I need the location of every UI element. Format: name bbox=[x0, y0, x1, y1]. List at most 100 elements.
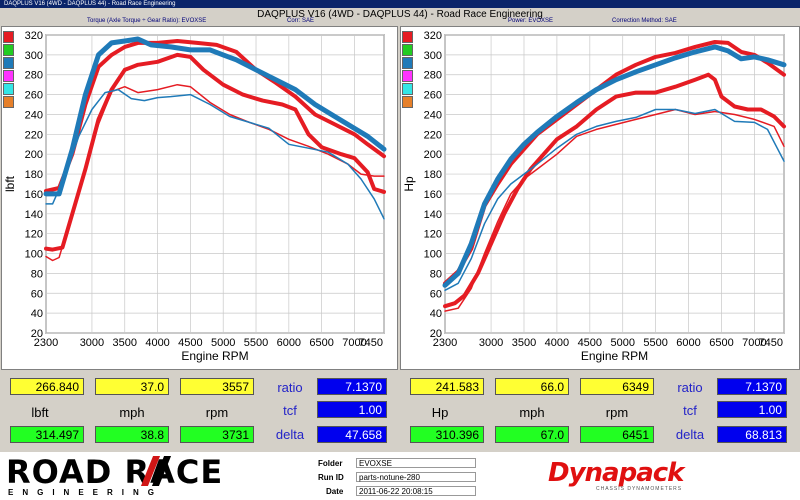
x-tick-label: 3500 bbox=[113, 337, 137, 349]
x-tick-label: 2300 bbox=[433, 337, 457, 349]
series-line-5 bbox=[45, 88, 385, 220]
x-tick-label: 5500 bbox=[244, 337, 268, 349]
ratio-label: ratio bbox=[677, 380, 703, 395]
x-tick-label: 4000 bbox=[545, 337, 569, 349]
plot-area bbox=[45, 34, 385, 334]
y-tick-label: 20 bbox=[430, 328, 442, 340]
torque-peak-value: 314.497 bbox=[10, 426, 84, 443]
torque-peak-rpm: 3731 bbox=[180, 426, 254, 443]
mph-label: mph bbox=[119, 405, 145, 420]
y-tick-label: 300 bbox=[25, 50, 43, 62]
torque-current-rpm: 3557 bbox=[180, 378, 254, 395]
series-line-5 bbox=[444, 108, 785, 292]
legend-swatch bbox=[402, 44, 413, 56]
y-tick-label: 60 bbox=[31, 288, 43, 300]
x-tick-label: 4000 bbox=[145, 337, 169, 349]
y-tick-label: 100 bbox=[25, 249, 43, 261]
rpm-label: rpm bbox=[205, 405, 229, 420]
mph-label: mph bbox=[519, 405, 545, 420]
y-tick-label: 180 bbox=[25, 169, 43, 181]
y-tick-label: 280 bbox=[424, 70, 442, 82]
legend-swatch bbox=[3, 57, 14, 69]
x-tick-label: 2300 bbox=[34, 337, 58, 349]
x-tick-label: 3500 bbox=[512, 337, 536, 349]
legend-swatch bbox=[3, 83, 14, 95]
y-tick-label: 80 bbox=[31, 268, 43, 280]
y-tick-label: 200 bbox=[424, 149, 442, 161]
y-tick-label: 60 bbox=[430, 288, 442, 300]
x-tick-label: 5500 bbox=[643, 337, 667, 349]
y-tick-label: 80 bbox=[430, 268, 442, 280]
x-axis-label: Engine RPM bbox=[581, 349, 648, 363]
series-line-3 bbox=[442, 44, 787, 288]
runid-label: Run ID bbox=[318, 473, 344, 482]
series-line-3 bbox=[43, 36, 387, 197]
y-axis-label: lbft bbox=[3, 175, 17, 192]
x-tick-label: 7000 bbox=[342, 337, 366, 349]
tcf-label: tcf bbox=[283, 403, 297, 418]
x-tick-label: 7450 bbox=[759, 337, 783, 349]
folder-field: EVOXSE bbox=[356, 458, 476, 468]
right-chart-header-corr: Correction Method: SAE bbox=[612, 18, 677, 24]
y-tick-label: 40 bbox=[430, 308, 442, 320]
torque-current-mph: 37.0 bbox=[95, 378, 169, 395]
x-tick-label: 3000 bbox=[479, 337, 503, 349]
torque-unit-label: lbft bbox=[31, 405, 49, 420]
legend-swatch bbox=[3, 31, 14, 43]
legend-swatch bbox=[402, 31, 413, 43]
ratio-value: 7.1370 bbox=[717, 378, 787, 395]
x-tick-label: 6000 bbox=[277, 337, 301, 349]
dynapack-logo: Dynapack bbox=[548, 458, 684, 488]
road-race-logo: ROAD RACE bbox=[6, 453, 224, 491]
torque-stats-panel: 266.840 37.0 3557 lbft mph rpm 314.497 3… bbox=[1, 372, 390, 446]
torque-peak-mph: 38.8 bbox=[95, 426, 169, 443]
x-tick-label: 7450 bbox=[359, 337, 383, 349]
x-tick-label: 6500 bbox=[309, 337, 333, 349]
runid-field: parts-notune-280 bbox=[356, 472, 476, 482]
road-race-logo-sub: ENGINEERING bbox=[8, 488, 164, 497]
x-tick-label: 4500 bbox=[178, 337, 202, 349]
torque-chart: 2300 3000 3500 4000 4500 5000 5500 6000 6500 7000… bbox=[3, 30, 387, 363]
delta-value: 68.813 bbox=[717, 426, 787, 443]
y-tick-label: 120 bbox=[25, 229, 43, 241]
delta-value: 47.658 bbox=[317, 426, 387, 443]
page-title: DAQPLUS V16 (4WD - DAQPLUS 44) - Road Ra… bbox=[257, 9, 543, 20]
y-tick-label: 300 bbox=[424, 50, 442, 62]
folder-label: Folder bbox=[318, 459, 343, 468]
power-stats-panel: 241.583 66.0 6349 Hp mph rpm 310.396 67.… bbox=[401, 372, 790, 446]
power-peak-mph: 67.0 bbox=[495, 426, 569, 443]
x-tick-label: 5000 bbox=[211, 337, 235, 349]
left-chart-header-corr: Corr: SAE bbox=[287, 18, 315, 24]
x-tick-label: 3000 bbox=[80, 337, 104, 349]
y-tick-label: 40 bbox=[31, 308, 43, 320]
legend-swatch bbox=[402, 70, 413, 82]
power-unit-label: Hp bbox=[431, 405, 449, 420]
ratio-value: 7.1370 bbox=[317, 378, 387, 395]
y-axis-label: Hp bbox=[402, 176, 416, 192]
power-peak-value: 310.396 bbox=[410, 426, 484, 443]
series-line-2 bbox=[443, 72, 786, 309]
legend-swatch bbox=[402, 96, 413, 108]
delta-label: delta bbox=[275, 427, 305, 442]
right-chart-header-measure: Power: EVOXSE bbox=[508, 18, 554, 24]
y-tick-label: 320 bbox=[25, 30, 43, 42]
legend-swatch bbox=[3, 96, 14, 108]
x-tick-label: 6500 bbox=[709, 337, 733, 349]
x-tick-label: 7000 bbox=[742, 337, 766, 349]
y-tick-label: 200 bbox=[25, 149, 43, 161]
series-line-1 bbox=[44, 39, 386, 193]
dynapack-logo-sub: CHASSIS DYNAMOMETERS bbox=[596, 486, 683, 492]
delta-label: delta bbox=[675, 427, 705, 442]
power-chart: 2300 3000 3500 4000 4500 5000 5500 6000 6500 7000… bbox=[402, 30, 787, 363]
y-tick-label: 320 bbox=[424, 30, 442, 42]
y-tick-label: 220 bbox=[424, 129, 442, 141]
tcf-value: 1.00 bbox=[317, 401, 387, 418]
y-tick-label: 160 bbox=[424, 189, 442, 201]
y-tick-label: 280 bbox=[25, 70, 43, 82]
y-tick-label: 260 bbox=[424, 90, 442, 102]
power-chart-panel: 2300 3000 3500 4000 4500 5000 5500 6000 6500 7000… bbox=[400, 26, 800, 370]
x-tick-label: 4500 bbox=[578, 337, 602, 349]
window-title: DAQPLUS V16 (4WD - DAQPLUS 44) - Road Ra… bbox=[4, 1, 176, 7]
date-label: Date bbox=[326, 487, 344, 496]
x-tick-label: 5000 bbox=[610, 337, 634, 349]
